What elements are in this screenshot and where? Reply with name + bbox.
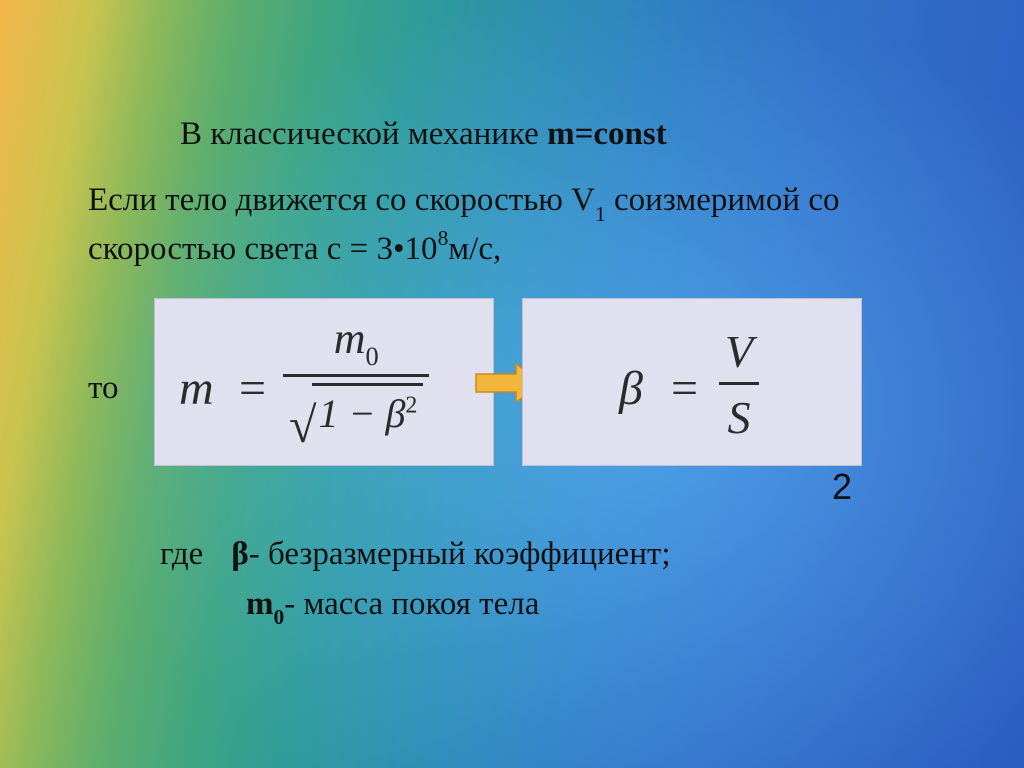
equation-number: 2 [832, 466, 852, 508]
under-radical: 1 − β2 [312, 383, 423, 437]
one-minus: 1 − [318, 391, 385, 436]
title-line: В классической механике m=const [180, 116, 667, 153]
equals-left: = [239, 361, 266, 416]
title-bold: m=const [547, 116, 667, 152]
para-line2-post: м/с, [448, 231, 501, 267]
to-label: то [88, 370, 119, 407]
where-label: где [160, 536, 203, 572]
legend-m0-text: - масса покоя тела [284, 586, 539, 622]
para-line1-pre: Если тело движется со скоростью V [88, 182, 595, 218]
para-line1-post: соизмеримой со [606, 182, 840, 218]
legend-m0-base: m [246, 586, 274, 622]
radical-icon: √ [289, 408, 316, 443]
para-line2-pre: скоростью света с = 3•10 [88, 231, 438, 267]
slide: В классической механике m=const Если тел… [0, 0, 1024, 768]
lhs-beta: β [619, 361, 643, 416]
legend-beta-symbol: β [231, 536, 248, 572]
denominator-left: √ 1 − β2 [283, 383, 429, 446]
v-subscript: 1 [595, 202, 606, 226]
formula-box-right: β = V S [522, 298, 862, 466]
paragraph: Если тело движется со скоростью V1 соизм… [88, 178, 936, 271]
fraction-bar-left [283, 374, 429, 377]
legend-m0-sub: 0 [274, 605, 285, 629]
denominator-right: S [719, 391, 759, 444]
legend-beta-text: - безразмерный коэффициент; [249, 536, 671, 572]
slide-content: В классической механике m=const Если тел… [0, 0, 1024, 768]
title-prefix: В классической механике [180, 116, 547, 152]
formula-box-left: m = m0 √ 1 − β2 [154, 298, 494, 466]
beta-exp: 2 [405, 392, 417, 418]
fraction-left: m0 √ 1 − β2 [283, 313, 429, 446]
lhs-m: m [179, 361, 214, 416]
fraction-bar-right [719, 382, 759, 385]
numerator-right: V [719, 325, 759, 378]
equals-right: = [671, 361, 698, 416]
num-m: m [334, 314, 366, 363]
num-m-sub: 0 [365, 341, 378, 371]
legend-beta: гдеβ- безразмерный коэффициент; [160, 536, 671, 573]
c-superscript: 8 [438, 226, 449, 250]
beta-sym: β [385, 391, 405, 436]
legend-m0: m0- масса покоя тела [246, 586, 539, 628]
fraction-right: V S [719, 325, 759, 444]
numerator-left: m0 [283, 313, 429, 370]
